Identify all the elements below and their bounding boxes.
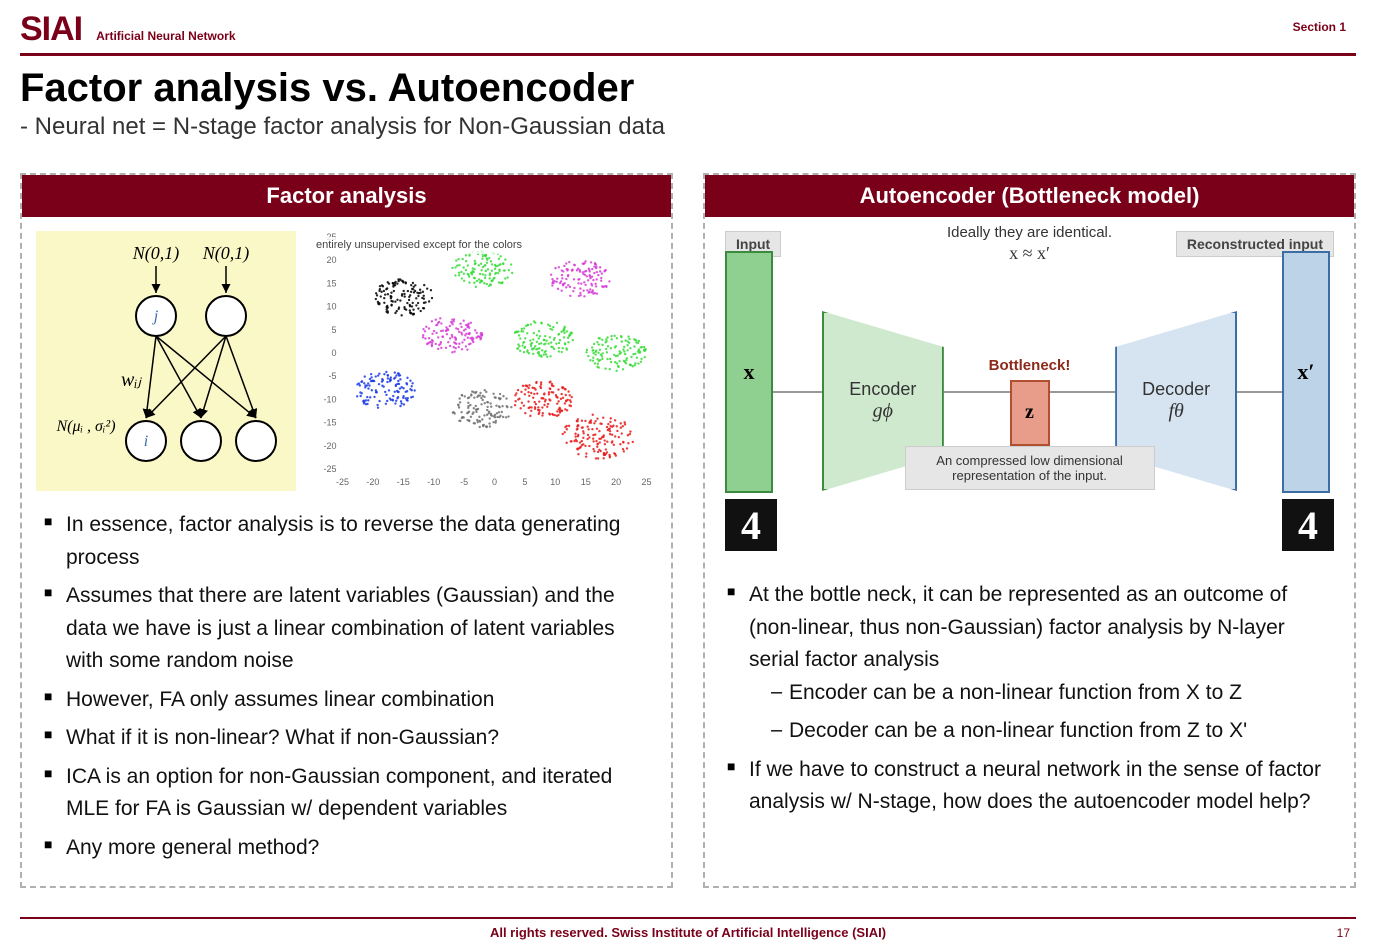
- page-number: 17: [1337, 926, 1350, 940]
- autoencoder-diagram: Input Ideally they are identical. x ≈ x′…: [719, 231, 1340, 561]
- svg-text:-15: -15: [323, 418, 336, 428]
- section-label: Section 1: [1293, 20, 1346, 34]
- ae-sub-bullet: Encoder can be a non-linear function fro…: [771, 677, 1332, 710]
- fa-bullet: However, FA only assumes linear combinat…: [44, 684, 649, 717]
- two-column-layout: Factor analysis N(0,1) N(0,1) j i wᵢⱼ N(μᵢ , …: [20, 173, 1356, 888]
- scatter-note: entirely unsupervised except for the col…: [314, 237, 524, 254]
- ae-bullet-list: At the bottle neck, it can be represente…: [719, 579, 1340, 819]
- z-note-callout: An compressed low dimensional representa…: [905, 446, 1155, 490]
- svg-text:5: 5: [522, 477, 527, 487]
- svg-text:10: 10: [326, 302, 336, 312]
- factor-analysis-panel: Factor analysis N(0,1) N(0,1) j i wᵢⱼ N(μᵢ , …: [20, 173, 673, 888]
- title-block: Factor analysis vs. Autoencoder - Neural…: [20, 56, 1356, 145]
- slide-footer: All rights reserved. Swiss Institute of …: [0, 925, 1376, 940]
- fa-header: Factor analysis: [22, 175, 671, 217]
- brand-logo: SIAI: [20, 10, 82, 49]
- svg-text:-25: -25: [323, 464, 336, 474]
- fa-body: N(0,1) N(0,1) j i wᵢⱼ N(μᵢ , σᵢ²) entirely un…: [22, 217, 671, 886]
- svg-text:-5: -5: [328, 371, 336, 381]
- encoder-label: Encoder: [849, 379, 916, 400]
- svg-text:wᵢⱼ: wᵢⱼ: [121, 369, 143, 391]
- ideally-text: Ideally they are identical. x ≈ x′: [719, 224, 1340, 264]
- svg-text:i: i: [144, 433, 148, 450]
- bottleneck-stage: Bottleneck! z: [989, 357, 1071, 446]
- decoder-label: Decoder: [1142, 379, 1210, 400]
- fa-bullet: What if it is non-linear? What if non-Ga…: [44, 722, 649, 755]
- svg-text:20: 20: [326, 255, 336, 265]
- svg-text:-20: -20: [366, 477, 379, 487]
- svg-text:j: j: [152, 308, 159, 325]
- svg-text:-5: -5: [460, 477, 468, 487]
- svg-text:25: 25: [641, 477, 651, 487]
- svg-text:0: 0: [331, 348, 336, 358]
- svg-text:0: 0: [492, 477, 497, 487]
- encoder-math: gϕ: [873, 400, 893, 423]
- ae-top-labels: Input Ideally they are identical. x ≈ x′…: [719, 231, 1340, 257]
- svg-text:15: 15: [326, 278, 336, 288]
- svg-text:N(μᵢ , σᵢ²): N(μᵢ , σᵢ²): [55, 418, 115, 435]
- fa-scatter-plot: entirely unsupervised except for the col…: [308, 231, 657, 491]
- fa-bullet: Any more general method?: [44, 832, 649, 865]
- output-vector-xprime: x′: [1282, 251, 1330, 493]
- ae-sub-bullet: Decoder can be a non-linear function fro…: [771, 715, 1332, 748]
- autoencoder-panel: Autoencoder (Bottleneck model) Input Ide…: [703, 173, 1356, 888]
- fa-bullet: Assumes that there are latent variables …: [44, 580, 649, 678]
- output-digit-glyph: 4: [1282, 499, 1334, 551]
- slide-header: SIAI Artificial Neural Network: [20, 0, 1356, 56]
- fa-graphical-model: N(0,1) N(0,1) j i wᵢⱼ N(μᵢ , σᵢ²): [36, 231, 296, 491]
- footer-rule: [20, 917, 1356, 919]
- ideally-caption: Ideally they are identical.: [719, 224, 1340, 241]
- ae-bullet: If we have to construct a neural network…: [727, 754, 1332, 819]
- fa-bullet: ICA is an option for non-Gaussian compon…: [44, 761, 649, 826]
- svg-text:N(0,1): N(0,1): [202, 243, 250, 264]
- fa-bullet: In essence, factor analysis is to revers…: [44, 509, 649, 574]
- ae-bullet: At the bottle neck, it can be represente…: [727, 579, 1332, 748]
- latent-z-box: z: [1010, 380, 1050, 446]
- input-vector-x: x: [725, 251, 773, 493]
- footer-text: All rights reserved. Swiss Institute of …: [490, 925, 886, 940]
- svg-text:-10: -10: [427, 477, 440, 487]
- svg-text:15: 15: [581, 477, 591, 487]
- output-stage: x′ 4: [1282, 251, 1334, 551]
- svg-text:10: 10: [550, 477, 560, 487]
- svg-text:-10: -10: [323, 394, 336, 404]
- svg-text:-20: -20: [323, 441, 336, 451]
- fa-diagram-row: N(0,1) N(0,1) j i wᵢⱼ N(μᵢ , σᵢ²) entirely un…: [36, 231, 657, 491]
- svg-text:-15: -15: [397, 477, 410, 487]
- decoder-math: fθ: [1168, 400, 1183, 423]
- ae-header: Autoencoder (Bottleneck model): [705, 175, 1354, 217]
- page-title: Factor analysis vs. Autoencoder: [20, 66, 1356, 111]
- svg-text:N(0,1): N(0,1): [132, 243, 180, 264]
- bottleneck-label: Bottleneck!: [989, 357, 1071, 374]
- svg-text:5: 5: [331, 325, 336, 335]
- ae-body: Input Ideally they are identical. x ≈ x′…: [705, 217, 1354, 841]
- input-digit-glyph: 4: [725, 499, 777, 551]
- page-subtitle: - Neural net = N-stage factor analysis f…: [20, 113, 1356, 141]
- ideally-math: x ≈ x′: [719, 243, 1340, 264]
- svg-text:-25: -25: [336, 477, 349, 487]
- input-stage: x 4: [725, 251, 777, 551]
- fa-bullet-list: In essence, factor analysis is to revers…: [36, 509, 657, 864]
- header-subtitle: Artificial Neural Network: [96, 29, 235, 43]
- svg-text:20: 20: [611, 477, 621, 487]
